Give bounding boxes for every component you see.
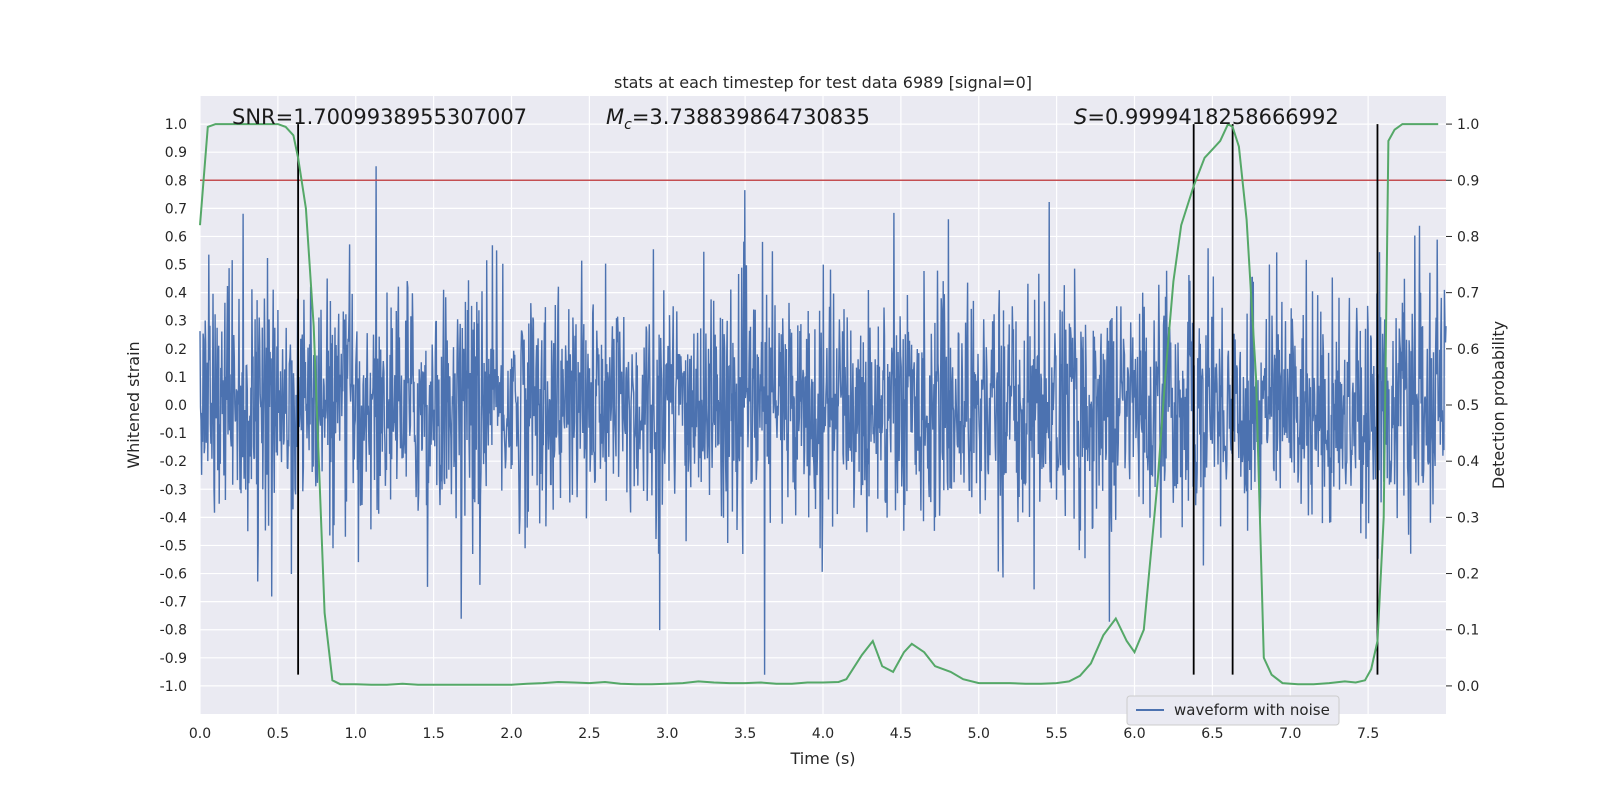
y-tick-label: 1.0 [165, 117, 187, 133]
y-right-tick-label: 0.8 [1457, 229, 1479, 245]
y-right-tick-label: 0.4 [1457, 454, 1479, 470]
y-right-tick-label: 0.2 [1457, 567, 1479, 583]
x-tick-label: 7.5 [1357, 726, 1379, 742]
y-tick-label: 0.1 [165, 370, 187, 386]
noise-waveform-line [199, 166, 1447, 675]
mc-symbol: M [606, 105, 624, 129]
x-tick-label: 7.0 [1279, 726, 1301, 742]
x-tick-label: 3.5 [734, 726, 756, 742]
y-tick-label: 0.9 [165, 145, 187, 161]
mc-subscript: c [624, 117, 632, 133]
s-value: =0.9999418258666992 [1087, 105, 1338, 129]
y-right-tick-label: 0.5 [1457, 398, 1479, 414]
x-tick-label: 2.0 [500, 726, 522, 742]
y-tick-label: -0.4 [160, 510, 187, 526]
legend-entry: waveform with noise [1174, 701, 1330, 719]
y-right-tick-label: 1.0 [1457, 117, 1479, 133]
y-tick-label: -0.9 [160, 651, 187, 667]
y-tick-label: 0.3 [165, 314, 187, 330]
y-right-tick-label: 0.3 [1457, 510, 1479, 526]
y-right-tick-labels: 0.0 0.1 0.2 0.3 0.4 0.5 0.6 0.7 0.8 0.9 1.0 [1446, 117, 1479, 695]
x-tick-label: 6.0 [1123, 726, 1145, 742]
mc-annotation: Mc=3.738839864730835 [606, 105, 870, 133]
y-tick-label: -0.2 [160, 454, 187, 470]
y-tick-label: -0.8 [160, 623, 187, 639]
y-tick-label: -0.6 [160, 567, 187, 583]
y-right-axis-label: Detection probability [1489, 321, 1508, 489]
legend: waveform with noise [1126, 695, 1340, 726]
y-tick-label: -0.5 [160, 538, 187, 554]
chart-title: stats at each timestep for test data 698… [614, 73, 1032, 92]
y-tick-label: -1.0 [160, 679, 187, 695]
x-tick-label: 5.5 [1045, 726, 1067, 742]
s-annotation: S=0.9999418258666992 [1074, 105, 1339, 129]
mc-value: =3.738839864730835 [632, 105, 870, 129]
x-axis-label: Time (s) [789, 749, 855, 768]
y-tick-label: -0.7 [160, 595, 187, 611]
y-tick-label: 0.2 [165, 342, 187, 358]
y-right-tick-label: 0.7 [1457, 286, 1479, 302]
x-tick-label: 4.5 [890, 726, 912, 742]
y-right-tick-label: 0.6 [1457, 342, 1479, 358]
y-right-tick-label: 0.0 [1457, 679, 1479, 695]
y-tick-label: 0.0 [165, 398, 187, 414]
x-tick-label: 4.0 [812, 726, 834, 742]
y-tick-label: 0.7 [165, 201, 187, 217]
y-tick-labels: -1.0 -0.9 -0.8 -0.7 -0.6 -0.5 -0.4 -0.3 -0.2 -0.1… [160, 117, 187, 695]
x-tick-label: 1.5 [422, 726, 444, 742]
snr-annotation: SNR=1.7009938955307007 [232, 105, 527, 129]
y-axis-label: Whitened strain [124, 341, 143, 468]
y-right-tick-label: 0.1 [1457, 623, 1479, 639]
y-tick-label: 0.5 [165, 258, 187, 274]
x-tick-label: 6.5 [1201, 726, 1223, 742]
x-tick-label: 0.0 [189, 726, 211, 742]
y-tick-label: 0.6 [165, 229, 187, 245]
y-tick-label: -0.1 [160, 426, 187, 442]
x-tick-label: 3.0 [656, 726, 678, 742]
legend-box [1126, 695, 1340, 726]
x-tick-label: 0.5 [267, 726, 289, 742]
y-tick-label: 0.4 [165, 286, 187, 302]
y-tick-label: -0.3 [160, 482, 187, 498]
y-tick-label: 0.8 [165, 173, 187, 189]
probability-line [199, 122, 1439, 686]
y-right-tick-label: 0.9 [1457, 173, 1479, 189]
noise-waveform [199, 166, 1447, 675]
x-tick-label: 2.5 [578, 726, 600, 742]
s-symbol: S [1074, 105, 1087, 129]
x-tick-label: 1.0 [345, 726, 367, 742]
probability-curve [199, 122, 1439, 686]
x-tick-label: 5.0 [968, 726, 990, 742]
x-tick-labels: 0.0 0.5 1.0 1.5 2.0 2.5 3.0 3.5 4.0 4.5 5.0 5.5 6.0 6… [189, 726, 1379, 742]
vertical-markers [297, 124, 1379, 675]
